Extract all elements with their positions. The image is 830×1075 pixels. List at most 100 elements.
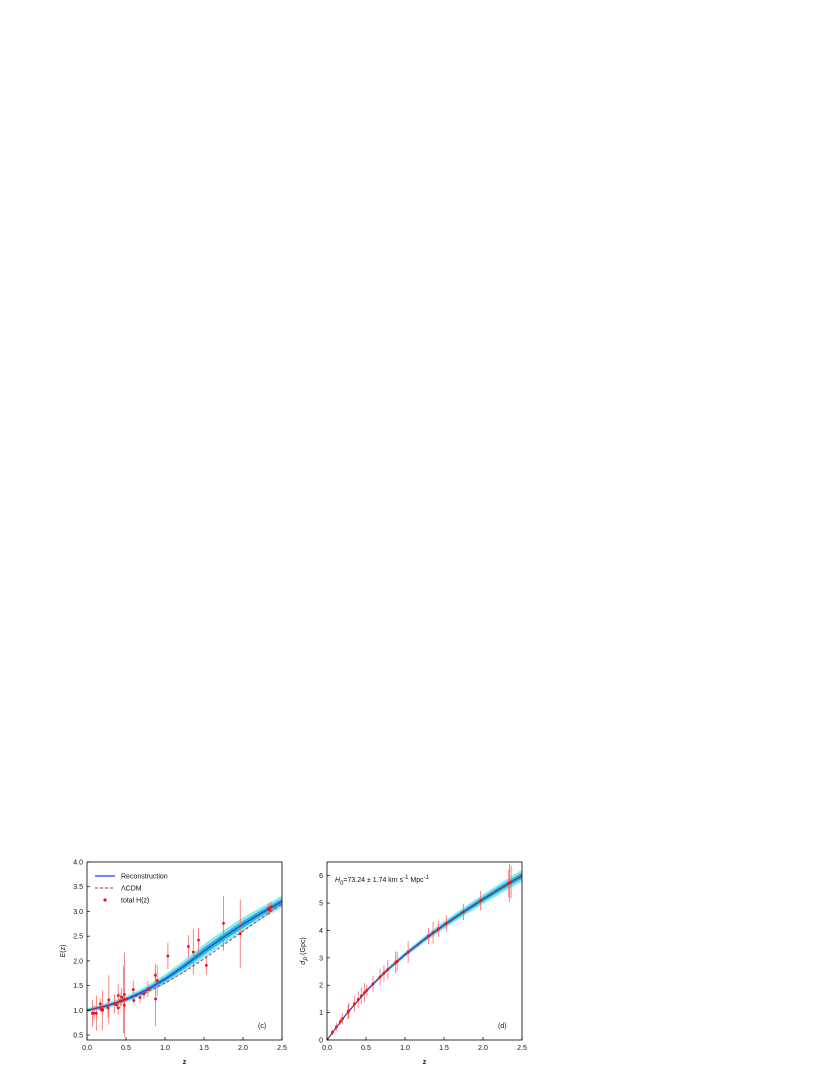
plot-area [87,895,282,1037]
data-point [479,899,483,903]
y-tick-label: 4 [319,928,323,935]
x-tick-label: 0.0 [322,1045,332,1052]
data-point [437,927,440,931]
data-point [101,1008,104,1012]
y-tick-label: 4.0 [73,860,83,867]
y-tick-label: 1.5 [73,983,83,990]
y-tick-label: 5 [319,901,323,908]
data-point [120,995,124,999]
y-tick-label: 6 [319,873,323,880]
data-point [92,1011,96,1015]
data-point [462,910,465,914]
data-point [113,1002,116,1006]
x-tick-label: 1.5 [439,1045,449,1052]
data-point [107,998,111,1002]
y-tick-label: 3.0 [73,909,83,916]
x-tick-label: 0.0 [82,1045,92,1052]
legend-label: Reconstruction [121,874,168,881]
text-part: 0 [340,881,344,887]
data-point [334,1025,338,1029]
data-point [359,994,363,998]
data-point [138,996,142,999]
data-point [338,1020,342,1024]
data-point [431,931,435,935]
x-tick-label: 1.0 [160,1045,170,1052]
data-point [166,954,170,958]
data-point [268,908,271,912]
x-tick-label: 2.0 [238,1045,248,1052]
y-tick-label: 2 [319,983,323,990]
axes-frame [326,861,523,1041]
y-tick-label: 3 [319,955,323,962]
x-tick-label: 2.5 [517,1045,527,1052]
data-point [406,950,410,954]
text-part: P [304,957,310,961]
data-point [509,880,513,884]
axes-frame [86,861,283,1041]
y-tick-label: 3.5 [73,884,83,891]
data-point [132,999,136,1002]
data-point [341,1017,344,1021]
data-point [395,960,399,963]
x-tick-label: 0.5 [121,1045,131,1052]
data-point [191,950,195,954]
text-part: -1 [403,875,409,881]
data-point [269,905,273,909]
panel-label: (d) [498,1023,507,1030]
data-point [123,993,126,996]
data-point [444,921,448,925]
text-part: Mpc [408,877,424,884]
data-point [371,982,375,986]
data-point [204,963,208,967]
x-tick-label: 0.5 [361,1045,371,1052]
data-point [115,1003,119,1007]
y-tick-label: 0.5 [73,1033,83,1040]
data-point [331,1030,334,1034]
data-point [386,968,390,972]
legend-swatch [103,898,107,902]
data-point [116,1006,120,1010]
data-point [365,989,369,992]
y-tick-label: 1 [319,1010,323,1017]
y-tick-label: 1.0 [73,1008,83,1015]
panel-label: (c) [258,1023,266,1030]
x-tick-label: 1.5 [199,1045,209,1052]
data-point [363,991,366,995]
data-point [352,1002,356,1006]
data-point [378,975,382,979]
y-tick-label: 2.0 [73,958,83,965]
data-point [125,997,129,1001]
text-part: =73.24 ± 1.74 km s [343,877,403,884]
data-point [106,1006,110,1010]
legend-label: total H(z) [121,898,149,905]
text-part: E [60,952,67,957]
data-point [118,999,122,1003]
series-line [327,875,522,1040]
data-point [187,945,190,948]
x-axis-label: z [423,1059,427,1066]
confidence-band [327,872,522,1040]
annotation: H0=73.24 ± 1.74 km s-1 Mpc-1 [335,875,430,887]
data-point [155,979,159,983]
data-point [154,997,158,1001]
data-point [116,994,120,997]
data-point [122,1003,126,1007]
y-tick-label: 2.5 [73,934,83,941]
text-part: d [300,960,307,965]
plot-area [327,863,522,1040]
data-point [347,1009,351,1013]
data-point [427,934,430,938]
data-point [356,998,360,1001]
data-point [142,992,146,996]
data-point [131,988,135,991]
series-line [87,903,282,1011]
data-point [197,938,200,942]
text-part: -1 [424,875,430,881]
data-point [94,1011,98,1015]
x-axis-label: z [183,1059,187,1066]
text-part: H [335,877,341,884]
data-point [238,932,242,936]
data-point [153,973,157,977]
y-tick-label: 0 [319,1038,323,1045]
